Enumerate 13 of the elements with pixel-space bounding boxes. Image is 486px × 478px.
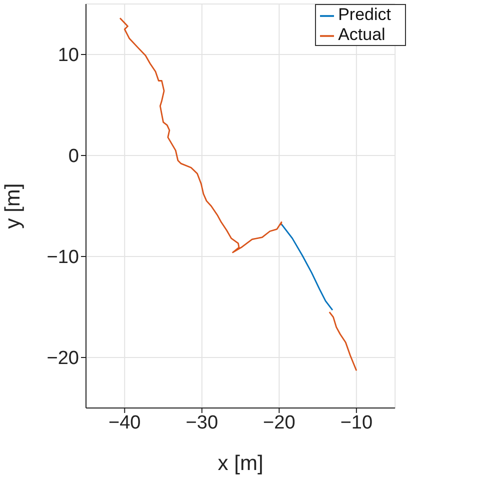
- y-tick-label: 10: [58, 45, 79, 66]
- x-tick-label: −40: [108, 412, 141, 434]
- legend-label: Actual: [338, 25, 386, 44]
- y-axis-title: y [m]: [1, 183, 24, 229]
- x-tick-label: −20: [263, 412, 296, 434]
- x-tick-label: −10: [340, 412, 373, 434]
- legend-label: Predict: [338, 5, 391, 24]
- y-tick-label: −10: [46, 247, 79, 268]
- y-tick-label: 0: [68, 146, 79, 168]
- y-tick-label: −20: [46, 348, 79, 370]
- line-series: [280, 223, 334, 311]
- x-tick-label: −30: [186, 412, 218, 434]
- x-axis-title: x [m]: [218, 452, 264, 475]
